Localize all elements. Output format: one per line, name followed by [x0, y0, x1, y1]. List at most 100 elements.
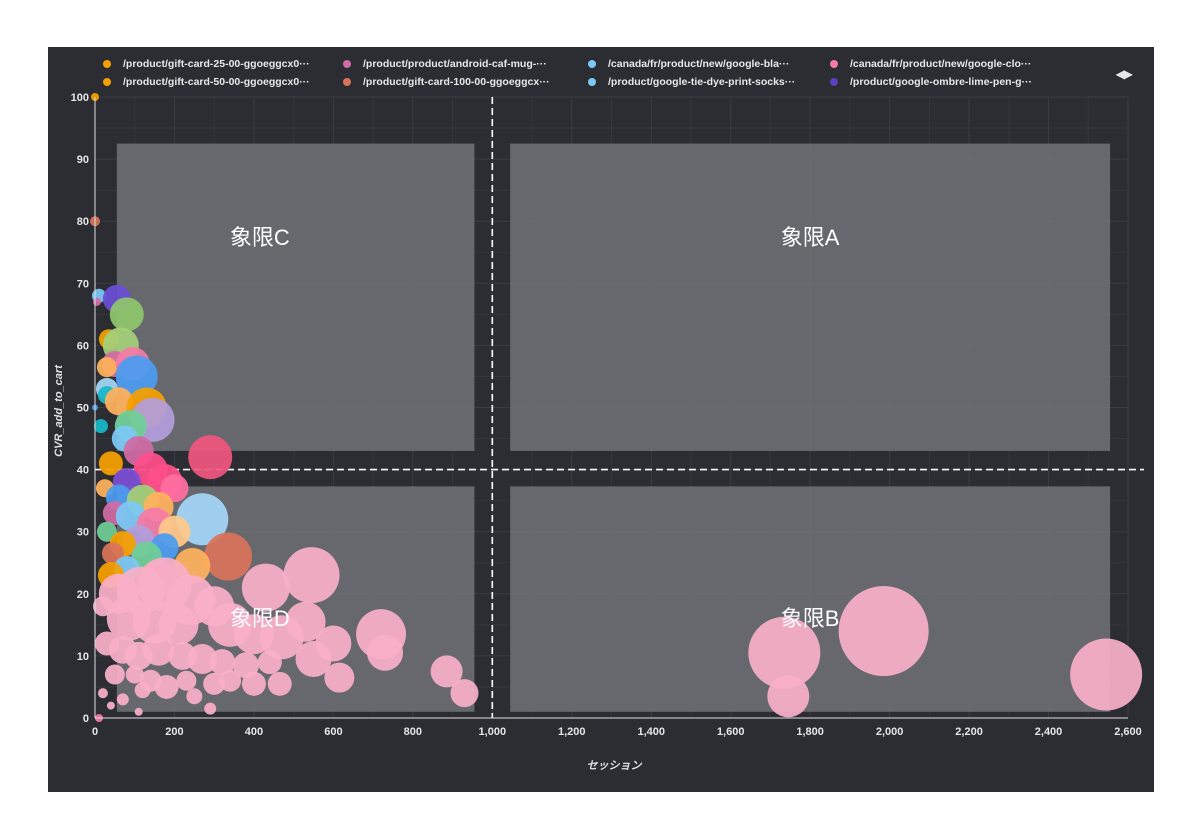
x-tick-label: 400: [245, 726, 263, 738]
data-point[interactable]: [96, 521, 117, 542]
data-point[interactable]: [93, 419, 108, 434]
data-point[interactable]: [115, 355, 158, 398]
legend-item[interactable]: /canada/fr/product/new/google-bla···: [588, 58, 789, 70]
axes: [94, 97, 1128, 719]
data-point[interactable]: [267, 671, 292, 696]
x-tick-label: 800: [404, 726, 422, 738]
data-point[interactable]: [295, 641, 332, 678]
data-point[interactable]: [188, 435, 233, 480]
legend-marker-icon: [343, 60, 351, 68]
data-point[interactable]: [92, 596, 113, 617]
x-tick-label: 200: [165, 726, 183, 738]
x-tick-label: 1,400: [637, 726, 665, 738]
legend-item[interactable]: /canada/fr/product/new/google-clo···: [830, 58, 1031, 70]
data-point[interactable]: [104, 387, 133, 416]
legend-marker-icon: [103, 78, 111, 86]
data-point[interactable]: [186, 688, 203, 705]
data-point[interactable]: [748, 616, 821, 689]
legend-item-label: /canada/fr/product/new/google-bla···: [608, 58, 790, 70]
legend-page-arrows[interactable]: ◀▶: [1115, 67, 1133, 81]
data-point[interactable]: [204, 702, 217, 715]
chart-panel: 象限C 象限A 象限D 象限B 0 200 400 600 800 1,000 1,200 1,40…: [48, 47, 1154, 792]
data-point[interactable]: [232, 652, 259, 679]
x-tick-label: 1,600: [717, 726, 745, 738]
y-tick-label: 40: [77, 465, 89, 477]
legend-item[interactable]: /product/gift-card-50-00-ggoeggcx0···: [103, 76, 310, 88]
quadrant-rect: [510, 486, 1111, 712]
y-tick-label: 10: [77, 651, 89, 663]
legend-item[interactable]: /product/gift-card-100-00-ggoeggcx···: [343, 76, 550, 88]
quadrant-label: 象限A: [781, 225, 840, 250]
x-tick-label: 2,200: [955, 726, 983, 738]
x-tick-label: 600: [324, 726, 342, 738]
data-point[interactable]: [96, 357, 117, 378]
data-point[interactable]: [324, 662, 355, 693]
data-point[interactable]: [92, 297, 101, 306]
legend-marker-icon: [830, 60, 838, 68]
data-point[interactable]: [104, 664, 125, 685]
data-point[interactable]: [367, 634, 404, 671]
data-point[interactable]: [142, 633, 175, 666]
y-axis-label: CVR_add_to_cart: [53, 364, 65, 457]
legend-item[interactable]: /product/gift-card-25-00-ggoeggcx0···: [103, 58, 310, 70]
data-point[interactable]: [176, 670, 197, 691]
data-point[interactable]: [154, 674, 179, 699]
y-tick-label: 70: [77, 278, 89, 290]
x-axis-label: セッション: [587, 760, 643, 772]
x-tick-label: 0: [92, 726, 98, 738]
data-point[interactable]: [116, 693, 129, 706]
data-point[interactable]: [106, 701, 115, 710]
legend-item-label: /product/gift-card-100-00-ggoeggcx···: [363, 76, 550, 88]
data-point[interactable]: [767, 675, 810, 718]
x-tick-label: 2,400: [1035, 726, 1063, 738]
legend-item-label: /canada/fr/product/new/google-clo···: [850, 58, 1032, 70]
data-points[interactable]: [90, 93, 1143, 722]
x-tick-label: 1,800: [796, 726, 824, 738]
data-point[interactable]: [219, 669, 242, 692]
x-tick-label: 1,200: [558, 726, 586, 738]
data-point[interactable]: [283, 547, 340, 604]
legend-marker-icon: [588, 60, 596, 68]
y-tick-label: 90: [77, 154, 89, 166]
y-tick-label: 20: [77, 589, 89, 601]
data-point[interactable]: [204, 532, 253, 581]
y-tick-label: 60: [77, 340, 89, 352]
legend-item-label: /product/google-ombre-lime-pen-g···: [850, 76, 1032, 88]
x-tick-label: 2,000: [876, 726, 904, 738]
y-tick-label: 80: [77, 216, 89, 228]
data-point[interactable]: [241, 563, 290, 612]
data-point[interactable]: [430, 655, 463, 688]
y-tick-label: 30: [77, 527, 89, 539]
data-point[interactable]: [97, 688, 108, 699]
quadrant-regions: [116, 143, 1111, 712]
data-point[interactable]: [125, 665, 144, 684]
y-tick-label: 100: [71, 92, 89, 104]
data-point[interactable]: [134, 682, 151, 699]
tick-labels: 0 200 400 600 800 1,000 1,200 1,400 1,600 1,800 2,…: [71, 92, 1142, 738]
data-point[interactable]: [285, 601, 326, 642]
data-point[interactable]: [450, 679, 479, 708]
data-point[interactable]: [187, 644, 218, 675]
data-point[interactable]: [101, 542, 124, 565]
legend: /product/gift-card-25-00-ggoeggcx0··· /pr…: [48, 47, 1154, 97]
legend-item[interactable]: /product/google-ombre-lime-pen-g···: [830, 76, 1032, 88]
data-point[interactable]: [838, 586, 929, 677]
quadrant-labels: 象限C 象限A 象限D 象限B: [230, 225, 840, 631]
data-point[interactable]: [98, 451, 123, 476]
legend-item[interactable]: /product/google-tie-dye-print-socks···: [588, 76, 795, 88]
quadrant-rect: [116, 143, 475, 451]
data-point[interactable]: [241, 671, 266, 696]
data-point[interactable]: [109, 297, 144, 332]
data-point[interactable]: [158, 604, 199, 645]
y-tick-label: 50: [77, 403, 89, 415]
legend-item-label: /product/gift-card-50-00-ggoeggcx0···: [123, 76, 310, 88]
data-point[interactable]: [1070, 638, 1143, 711]
quadrant-label: 象限B: [781, 606, 840, 631]
data-point[interactable]: [209, 649, 236, 676]
data-point[interactable]: [134, 707, 143, 716]
quadrant-rect: [510, 143, 1111, 451]
y-tick-label: 0: [83, 713, 89, 725]
legend-item[interactable]: /product/product/android-caf-mug-···: [343, 58, 547, 70]
legend-item-label: /product/gift-card-25-00-ggoeggcx0···: [123, 58, 310, 70]
data-point[interactable]: [257, 650, 282, 675]
